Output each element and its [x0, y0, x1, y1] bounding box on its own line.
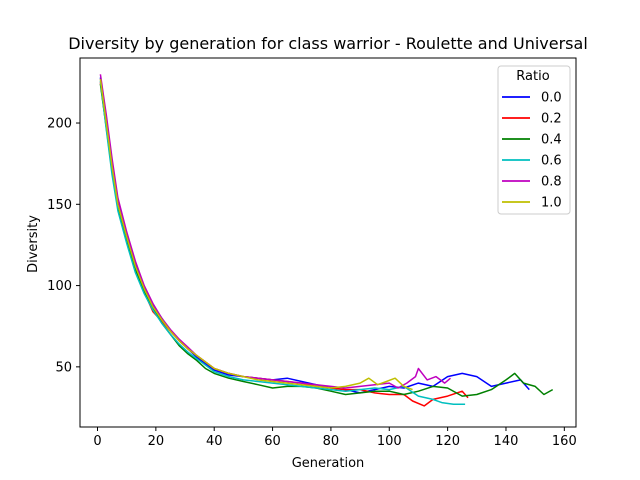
legend-label-1-0: 1.0 [541, 196, 562, 211]
legend-label-0-6: 0.6 [541, 154, 562, 169]
y-axis: 50 100 150 200 [47, 117, 80, 375]
y-axis-label: Diversity [26, 215, 41, 273]
x-tick-label: 40 [206, 434, 223, 449]
x-tick-label: 60 [264, 434, 281, 449]
x-tick-label: 120 [435, 434, 460, 449]
legend-label-0-0: 0.0 [541, 91, 562, 106]
legend-label-0-2: 0.2 [541, 112, 562, 127]
y-tick-label: 150 [47, 198, 72, 213]
series-line-1-0 [99, 79, 413, 391]
legend: Ratio 0.0 0.2 0.4 0.6 0.8 1.0 [497, 65, 571, 215]
series-line-0-8 [99, 74, 451, 389]
legend-items: 0.0 0.2 0.4 0.6 0.8 1.0 [502, 91, 562, 211]
legend-label-0-8: 0.8 [541, 175, 562, 190]
x-tick-label: 100 [377, 434, 402, 449]
y-tick-label: 100 [47, 279, 72, 294]
x-tick-label: 0 [93, 434, 101, 449]
x-tick-label: 140 [494, 434, 519, 449]
chart-title: Diversity by generation for class warrio… [68, 34, 588, 53]
y-tick-label: 200 [47, 117, 72, 132]
x-axis: 0 20 40 60 80 100 120 140 160 [93, 427, 577, 449]
legend-title: Ratio [516, 69, 549, 84]
x-axis-label: Generation [292, 456, 365, 471]
x-tick-label: 80 [323, 434, 340, 449]
series-line-0-0 [99, 77, 530, 394]
series-line-0-4 [99, 83, 554, 397]
x-tick-label: 20 [148, 434, 165, 449]
y-tick-label: 50 [55, 360, 72, 375]
x-tick-label: 160 [552, 434, 577, 449]
legend-frame [497, 65, 571, 215]
plot-frame [79, 57, 577, 428]
series-line-0-6 [99, 80, 466, 405]
plot-area [79, 57, 577, 428]
legend-label-0-4: 0.4 [541, 133, 562, 148]
series-line-0-2 [99, 82, 469, 407]
